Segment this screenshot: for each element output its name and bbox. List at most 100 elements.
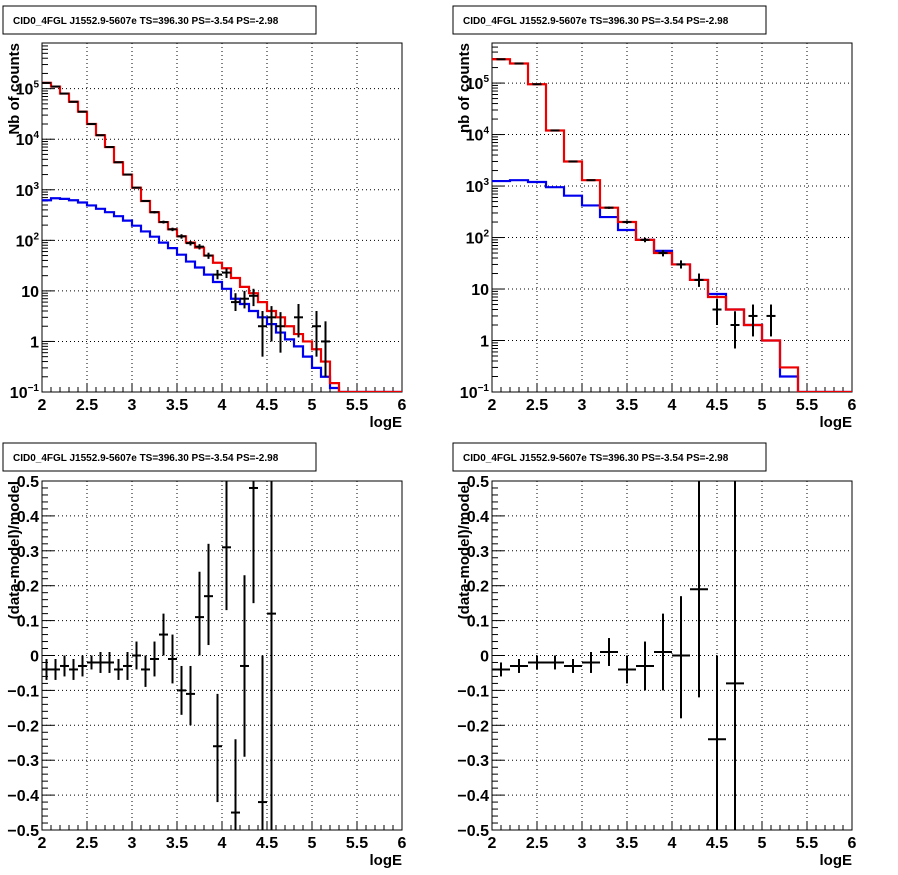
- data-point: [658, 250, 668, 257]
- x-tick-label: 5: [308, 397, 317, 414]
- data-points: [492, 481, 744, 830]
- x-tick-label: 3.5: [166, 397, 188, 414]
- data-point: [222, 268, 231, 278]
- data-point: [78, 110, 87, 113]
- x-tick-label: 5: [758, 397, 767, 414]
- y-tick-label: 0.5: [17, 474, 39, 491]
- x-tick-label: 3: [128, 835, 137, 852]
- data-point: [186, 665, 195, 726]
- data-point: [114, 658, 123, 680]
- x-tick-label: 6: [848, 397, 857, 414]
- data-point: [69, 100, 78, 103]
- data-point: [159, 613, 168, 656]
- x-tick-label: 5.5: [346, 835, 368, 852]
- data-point: [748, 304, 758, 337]
- data-point: [123, 652, 132, 680]
- x-tick-label: 2.5: [526, 835, 548, 852]
- y-tick-label: −0.5: [457, 823, 489, 840]
- y-tick-label: 103: [16, 181, 40, 200]
- data-point: [492, 662, 510, 677]
- data-point: [51, 85, 60, 88]
- x-tick-label: 2: [38, 397, 47, 414]
- x-tick-label: 2: [488, 835, 497, 852]
- x-tick-label: 2.5: [76, 835, 98, 852]
- y-tick-label: −0.3: [457, 753, 489, 770]
- chart-title: CID0_4FGL J1552.9-5607e TS=396.30 PS=-3.…: [13, 453, 279, 464]
- y-tick-label: 10: [471, 282, 489, 299]
- data-point: [294, 304, 303, 338]
- y-tick-label: −0.4: [457, 788, 489, 805]
- data-point: [213, 269, 222, 280]
- data-point: [600, 638, 618, 666]
- data-point: [267, 306, 276, 342]
- x-tick-label: 6: [398, 835, 407, 852]
- y-tick-label: −0.3: [7, 753, 39, 770]
- data-point: [69, 658, 78, 680]
- series-line-1: [42, 197, 402, 392]
- data-point: [114, 161, 123, 164]
- y-tick-label: 0: [30, 649, 39, 666]
- data-point: [582, 652, 600, 673]
- data-point: [51, 658, 60, 680]
- x-tick-label: 3: [128, 397, 137, 414]
- y-axis-title: Nb of counts: [6, 43, 23, 135]
- y-tick-label: 1: [480, 334, 489, 351]
- grid: [41, 43, 403, 393]
- x-tick-label: 5: [758, 835, 767, 852]
- data-point: [123, 173, 132, 176]
- data-point: [249, 288, 258, 307]
- x-tick-label: 5.5: [346, 397, 368, 414]
- data-point: [514, 62, 524, 65]
- x-tick-label: 2.5: [526, 397, 548, 414]
- data-point: [654, 613, 672, 691]
- data-point: [636, 641, 654, 691]
- y-tick-label: 0: [480, 649, 489, 666]
- plot-area: [492, 58, 852, 392]
- y-axis-title: nb of counts: [456, 43, 473, 133]
- data-point: [177, 665, 186, 715]
- x-tick-label: 3.5: [616, 835, 638, 852]
- x-tick-label: 4: [218, 397, 227, 414]
- x-tick-label: 5.5: [796, 835, 818, 852]
- data-point: [42, 81, 51, 84]
- x-tick-label: 6: [848, 835, 857, 852]
- data-point: [312, 311, 321, 357]
- data-point: [240, 575, 249, 757]
- data-point: [676, 260, 686, 269]
- axis-ticks: [41, 42, 403, 393]
- data-point: [204, 543, 213, 646]
- data-point: [321, 321, 330, 377]
- data-point: [546, 655, 564, 670]
- x-tick-label: 3.5: [166, 835, 188, 852]
- data-point: [231, 739, 240, 830]
- data-point: [195, 571, 204, 656]
- data-point: [213, 693, 222, 803]
- data-point: [267, 481, 276, 830]
- y-tick-label: 103: [466, 177, 490, 196]
- data-point: [96, 652, 105, 673]
- data-point: [640, 237, 650, 243]
- x-tick-label: 4.5: [706, 397, 728, 414]
- data-point: [586, 179, 596, 182]
- data-point: [249, 481, 258, 604]
- axis-ticks: [491, 42, 853, 393]
- x-tick-label: 2: [488, 397, 497, 414]
- chart-panel-3: CID0_4FGL J1552.9-5607e TS=396.30 PS=-3.…: [2, 442, 407, 869]
- data-point: [222, 481, 231, 611]
- y-tick-label: 0.5: [467, 474, 489, 491]
- x-tick-label: 4: [668, 397, 677, 414]
- data-point: [510, 658, 528, 673]
- data-point: [150, 211, 159, 214]
- y-tick-label: 0.1: [17, 614, 39, 631]
- chart-title: CID0_4FGL J1552.9-5607e TS=396.30 PS=-3.…: [463, 16, 729, 27]
- title-box: [2, 442, 317, 472]
- y-tick-label: 1: [30, 334, 39, 351]
- chart-title: CID0_4FGL J1552.9-5607e TS=396.30 PS=-3.…: [463, 453, 729, 464]
- data-point: [105, 146, 114, 149]
- x-tick-label: 3: [578, 835, 587, 852]
- data-point: [42, 658, 51, 680]
- y-tick-label: 0.4: [467, 509, 489, 526]
- data-point: [87, 655, 96, 670]
- x-tick-label: 6: [398, 397, 407, 414]
- x-tick-label: 3.5: [616, 397, 638, 414]
